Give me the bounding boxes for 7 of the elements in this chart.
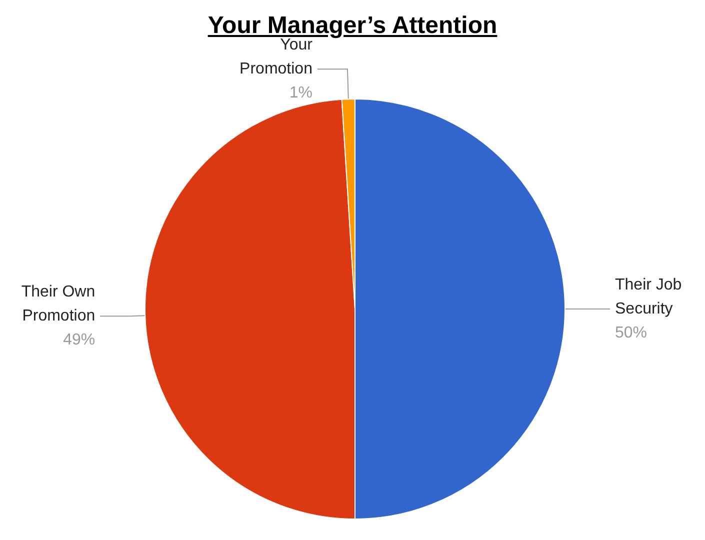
- data-label: 1%: [289, 84, 312, 102]
- slice-label: Their Own Promotion: [21, 284, 96, 325]
- chart-title: Your Manager’s Attention: [206, 12, 498, 39]
- data-label: 50%: [615, 324, 648, 342]
- data-label: 49%: [63, 332, 96, 349]
- slice-label: Your Promotion: [240, 36, 314, 78]
- slice-label: Their Job Security: [615, 276, 682, 318]
